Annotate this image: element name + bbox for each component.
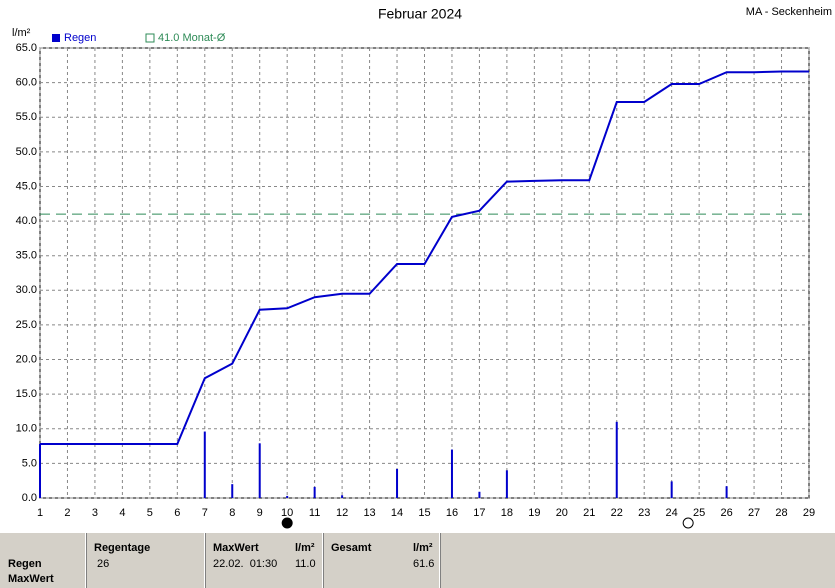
x-tick-label: 19 <box>528 507 540 519</box>
x-tick-label: 15 <box>418 507 430 519</box>
y-tick-label: 45.0 <box>16 180 37 192</box>
x-tick-label: 6 <box>174 507 180 519</box>
x-tick-label: 13 <box>363 507 375 519</box>
x-tick-label: 9 <box>257 507 263 519</box>
row-label: Regen <box>8 558 42 570</box>
x-tick-label: 27 <box>748 507 760 519</box>
x-tick-label: 12 <box>336 507 348 519</box>
y-tick-label: 30.0 <box>16 284 37 296</box>
row-label: MaxWert <box>8 573 54 585</box>
x-tick-label: 18 <box>501 507 513 519</box>
chart-title: Februar 2024 <box>378 6 462 22</box>
bar <box>341 495 344 498</box>
bar <box>203 431 206 498</box>
legend-label: Regen <box>64 32 96 44</box>
y-tick-label: 55.0 <box>16 111 37 123</box>
cumulative-line <box>40 70 809 445</box>
y-tick-label: 10.0 <box>16 423 37 435</box>
cell: 61.6 <box>413 558 435 570</box>
x-tick-label: 4 <box>119 507 125 519</box>
x-tick-label: 16 <box>446 507 458 519</box>
y-tick-label: 65.0 <box>16 42 37 54</box>
x-tick-label: 10 <box>281 507 293 519</box>
bar <box>725 486 728 498</box>
x-tick-label: 22 <box>611 507 623 519</box>
x-tick-label: 21 <box>583 507 595 519</box>
x-tick-label: 5 <box>147 507 153 519</box>
y-tick-label: 25.0 <box>16 319 37 331</box>
bar <box>615 421 618 498</box>
x-tick-label: 2 <box>64 507 70 519</box>
legend-swatch <box>52 34 60 42</box>
header: l/m² <box>295 542 315 554</box>
legend-swatch <box>145 33 155 43</box>
x-tick-label: 25 <box>693 507 705 519</box>
x-tick-label: 17 <box>473 507 485 519</box>
bar <box>450 449 453 498</box>
moon-phase <box>281 517 293 529</box>
legend-label: 41.0 Monat-Ø <box>158 32 226 44</box>
separator <box>204 533 206 588</box>
x-tick-label: 28 <box>775 507 787 519</box>
moon-phase <box>682 517 694 529</box>
cell: 11.0 <box>295 558 316 570</box>
bar <box>258 443 261 498</box>
bar <box>313 486 316 498</box>
chart: Februar 2024 MA - Seckenheim l/m² 0.0 5.0… <box>12 6 832 529</box>
x-tick-label: 1 <box>37 507 43 519</box>
y-tick-label: 50.0 <box>16 146 37 158</box>
x-tick-label: 11 <box>309 507 320 519</box>
separator <box>322 533 324 588</box>
x-tick-label: 20 <box>556 507 568 519</box>
stats-panel: Regen MaxWert Regentage MaxWert l/m² Ges… <box>0 533 835 588</box>
cell: 26 <box>97 558 110 570</box>
y-tick-label: 15.0 <box>16 388 37 400</box>
y-axis-label: l/m² <box>12 27 31 39</box>
separator <box>85 533 87 588</box>
y-tick-label: 20.0 <box>16 353 37 365</box>
y-tick-label: 5.0 <box>22 457 37 469</box>
separator <box>439 533 441 588</box>
y-tick-label: 35.0 <box>16 250 37 262</box>
bar <box>670 481 673 498</box>
x-tick-label: 29 <box>803 507 815 519</box>
bar <box>286 495 289 498</box>
header: l/m² <box>413 542 433 554</box>
y-tick-label: 40.0 <box>16 215 37 227</box>
y-tick-label: 60.0 <box>16 77 37 89</box>
bar <box>231 484 234 498</box>
x-tick-label: 24 <box>666 507 678 519</box>
bar <box>39 444 41 498</box>
y-tick-label: 0.0 <box>22 492 37 504</box>
bar <box>478 491 481 498</box>
x-tick-label: 8 <box>229 507 235 519</box>
header: Gesamt <box>331 542 372 554</box>
x-tick-label: 14 <box>391 507 403 519</box>
x-tick-label: 23 <box>638 507 650 519</box>
station: MA - Seckenheim <box>746 6 832 18</box>
header: MaxWert <box>213 542 259 554</box>
header: Regentage <box>94 542 151 554</box>
x-tick-label: 7 <box>202 507 208 519</box>
bar <box>505 470 508 498</box>
bar <box>396 468 399 498</box>
cell: 22.02. 01:30 <box>213 558 278 570</box>
x-tick-label: 3 <box>92 507 98 519</box>
x-tick-label: 26 <box>720 507 732 519</box>
